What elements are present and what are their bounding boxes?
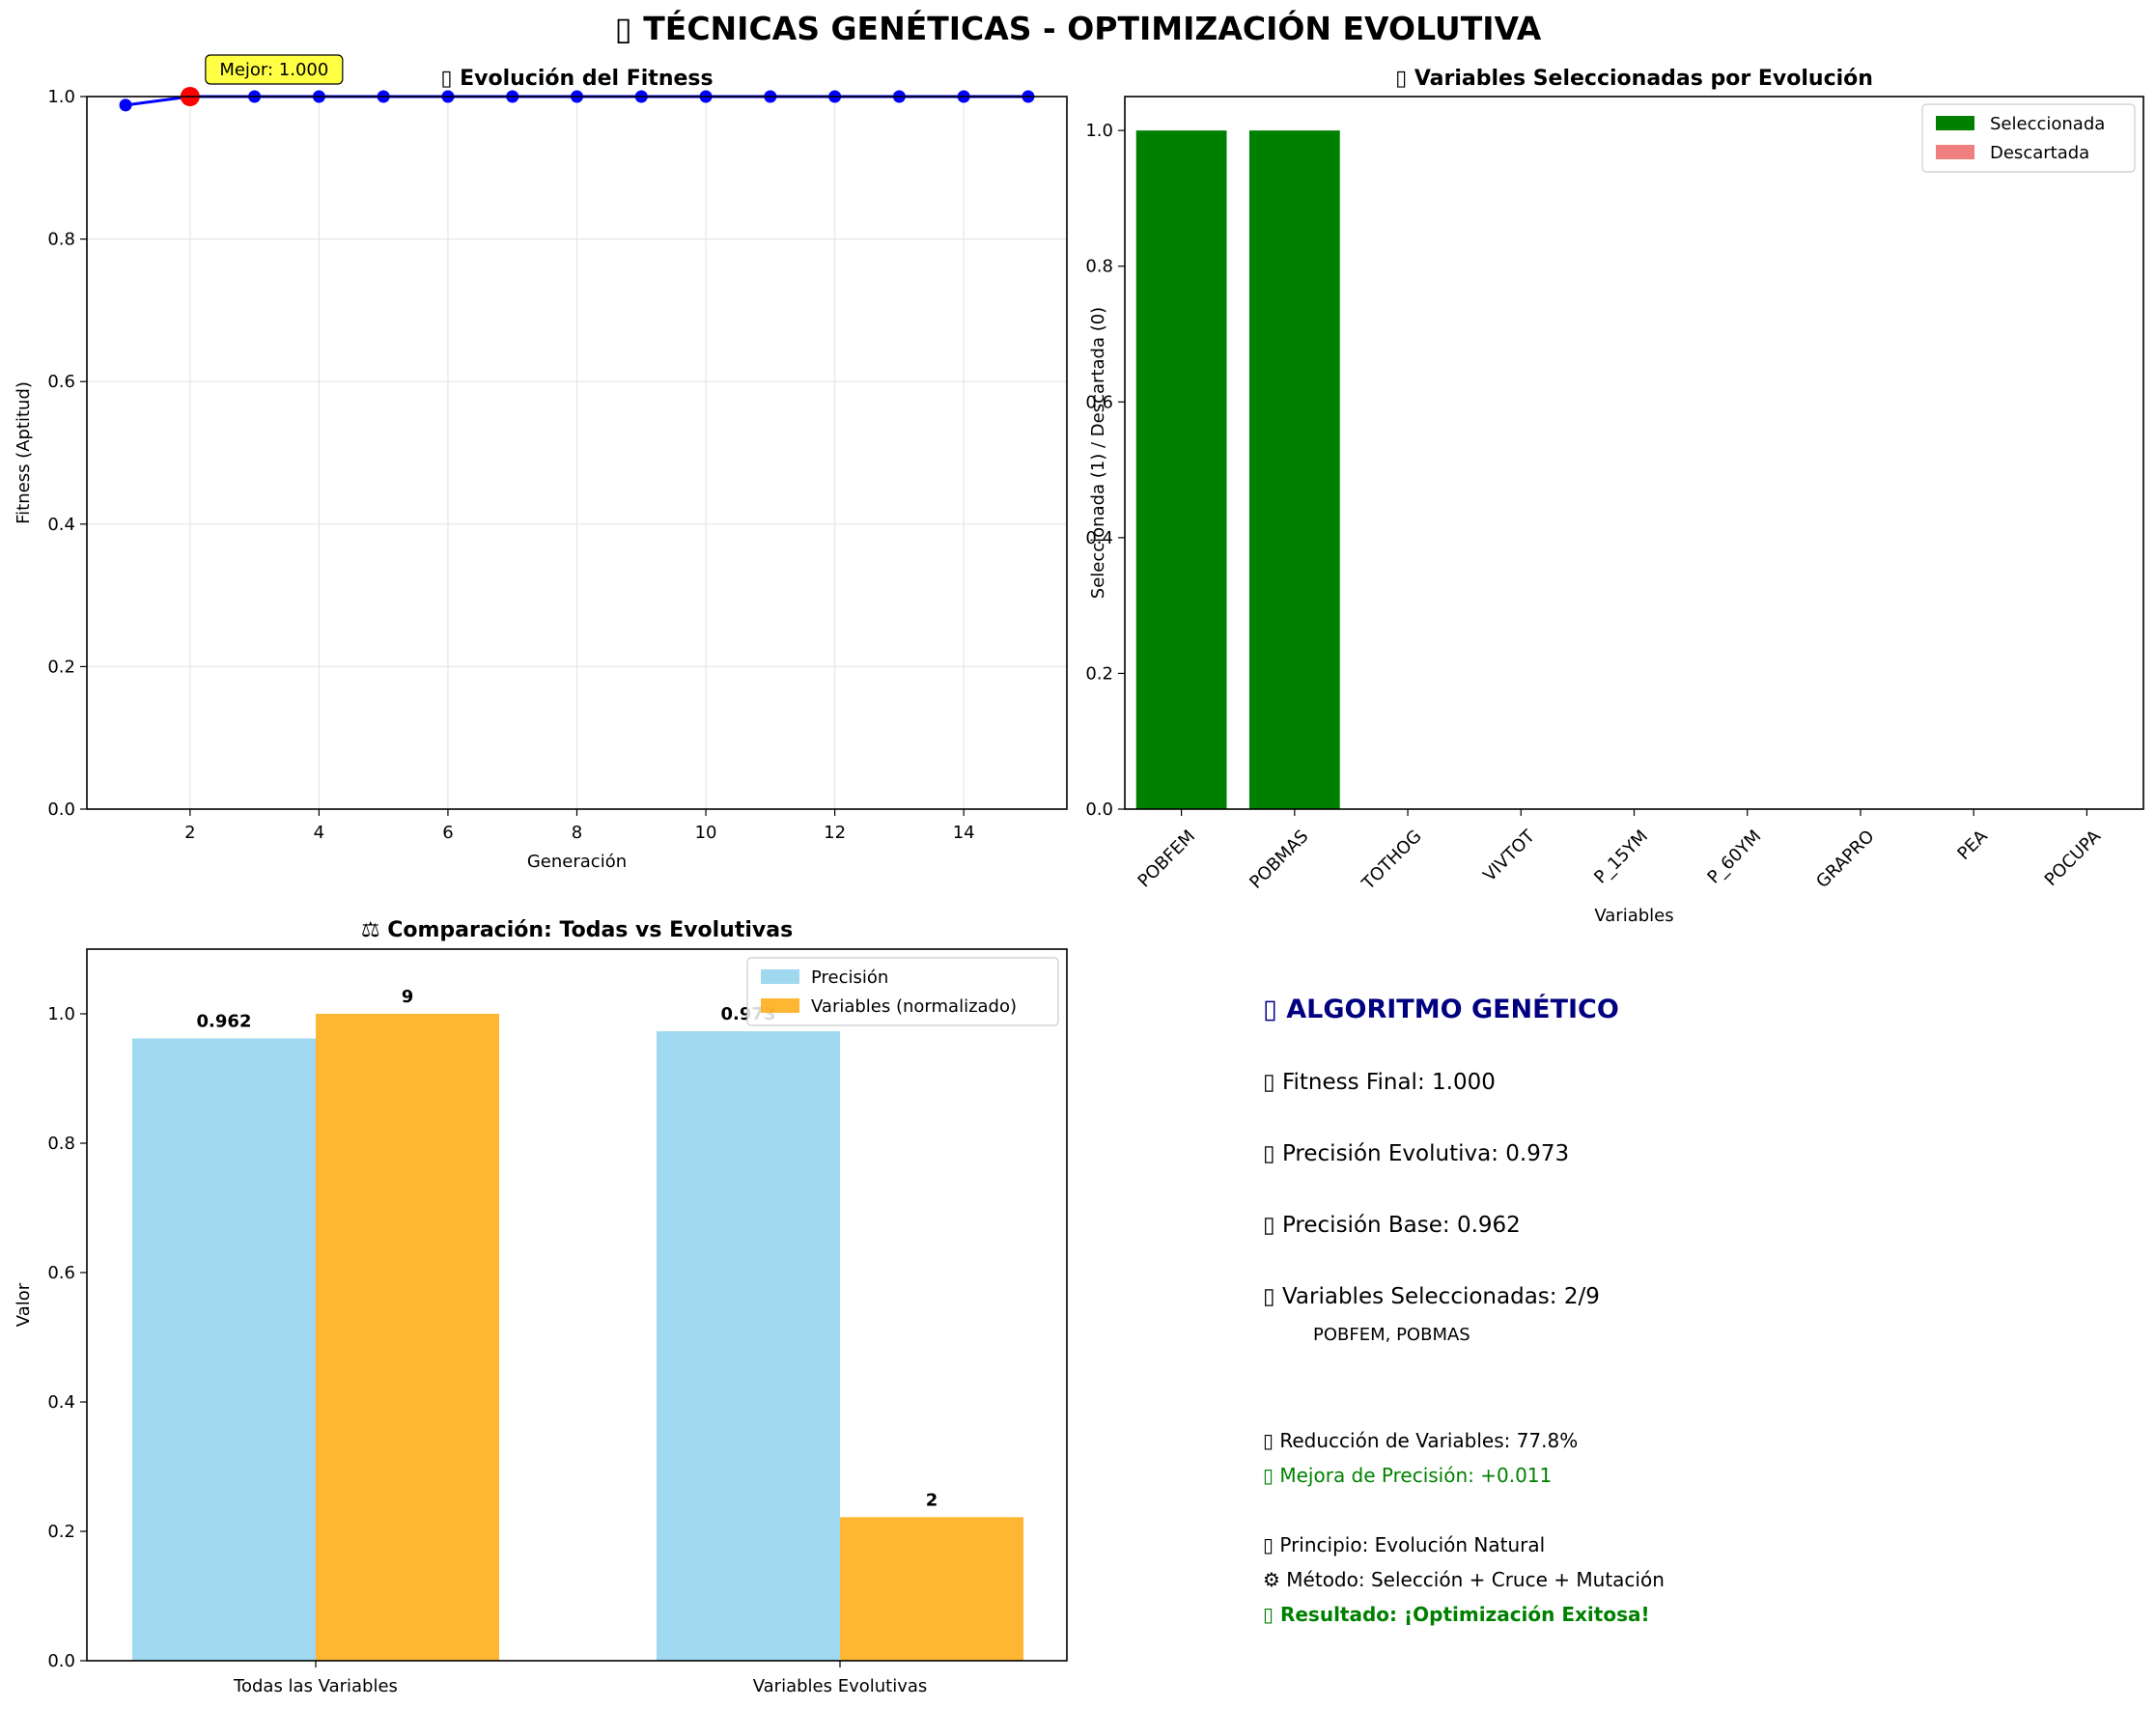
legend-swatch	[761, 998, 799, 1013]
x-tick-label: 12	[824, 823, 846, 843]
info-metodo: ⚙ Método: Selección + Cruce + Mutación	[1263, 1568, 1665, 1591]
x-axis-label: Generación	[527, 852, 627, 872]
y-tick-label: 0.4	[1085, 528, 1113, 548]
plot-frame	[1124, 96, 2144, 810]
y-axis-label: Valor	[14, 1282, 34, 1327]
comparison-bar	[316, 1014, 499, 1661]
comparison-bar	[840, 1517, 1023, 1661]
info-precision-base: ▯ Precisión Base: 0.962	[1263, 1213, 1521, 1238]
legend-box	[746, 957, 1059, 1026]
x-tick-label: GRAPRO	[1812, 826, 1878, 892]
fitness-point	[119, 98, 132, 112]
legend-label: Seleccionada	[1990, 114, 2105, 134]
y-tick-label: 0.6	[47, 372, 75, 392]
y-axis-label: Fitness (Aptitud)	[14, 381, 34, 524]
best-annotation-label: Mejor: 1.000	[219, 60, 328, 80]
x-tick-label: POBMAS	[1246, 826, 1312, 893]
y-axis-label: Seleccionada (1) / Descartada (0)	[1088, 307, 1108, 599]
y-tick-label: 0.0	[47, 1651, 75, 1671]
x-tick-label: 8	[572, 823, 582, 843]
legend-label: Variables (normalizado)	[811, 996, 1017, 1017]
x-tick-label: 4	[314, 823, 324, 843]
x-tick-label: POBFEM	[1134, 826, 1200, 892]
x-tick-label: P_15YM	[1590, 826, 1652, 888]
x-tick-label: VIVTOT	[1479, 826, 1539, 885]
y-tick-label: 0.4	[47, 1392, 75, 1413]
bar-value-label: 2	[926, 1490, 938, 1510]
y-tick-label: 1.0	[47, 87, 75, 107]
y-tick-label: 0.8	[1085, 257, 1113, 277]
x-axis-label: Variables	[1594, 906, 1673, 926]
y-tick-label: 0.8	[47, 1134, 75, 1154]
chart-title: ▯ Variables Seleccionadas por Evolución	[1395, 67, 1873, 91]
y-tick-label: 0.2	[1085, 663, 1113, 684]
comparison-bar	[132, 1038, 316, 1661]
x-tick-label: PEA	[1953, 826, 1992, 864]
best-annotation-box	[205, 54, 344, 85]
x-tick-label: POCUPA	[2041, 826, 2106, 890]
x-tick-label: Variables Evolutivas	[753, 1676, 928, 1696]
x-tick-label: P_60YM	[1703, 826, 1765, 888]
x-tick-label: Todas las Variables	[233, 1676, 398, 1696]
legend-label: Descartada	[1990, 143, 2089, 163]
y-tick-label: 1.0	[1085, 121, 1113, 141]
info-variables-list: POBFEM, POBMAS	[1313, 1325, 1470, 1345]
chart-title: ▯ Evolución del Fitness	[440, 67, 713, 91]
y-tick-label: 0.4	[47, 515, 75, 535]
info-principio: ▯ Principio: Evolución Natural	[1263, 1533, 1546, 1556]
y-tick-label: 1.0	[47, 1004, 75, 1024]
comparison-bar	[657, 1031, 840, 1661]
x-tick-label: 2	[184, 823, 195, 843]
legend-swatch	[761, 969, 799, 984]
info-variables-seleccionadas: ▯ Variables Seleccionadas: 2/9	[1263, 1284, 1600, 1309]
y-tick-label: 0.8	[47, 230, 75, 250]
bar-value-label: 0.962	[197, 1011, 252, 1031]
y-tick-label: 0.6	[47, 1263, 75, 1283]
legend-box	[1921, 103, 2136, 173]
y-tick-label: 0.0	[1085, 799, 1113, 820]
x-tick-label: TOTHOG	[1358, 826, 1426, 895]
bar-value-label: 9	[402, 987, 414, 1007]
plot-frame	[86, 948, 1068, 1662]
info-fitness-final: ▯ Fitness Final: 1.000	[1263, 1070, 1496, 1095]
info-title: ▯ ALGORITMO GENÉTICO	[1263, 995, 1619, 1024]
legend-swatch	[1936, 145, 1974, 159]
x-tick-label: 6	[442, 823, 453, 843]
selection-bar	[1248, 130, 1340, 810]
legend-swatch	[1936, 116, 1974, 130]
y-tick-label: 0.2	[47, 657, 75, 677]
y-tick-label: 0.2	[47, 1522, 75, 1542]
info-precision-evolutiva: ▯ Precisión Evolutiva: 0.973	[1263, 1141, 1570, 1166]
info-reduccion: ▯ Reducción de Variables: 77.8%	[1263, 1429, 1579, 1452]
info-mejora: ▯ Mejora de Precisión: +0.011	[1263, 1464, 1553, 1487]
chart-title: ⚖ Comparación: Todas vs Evolutivas	[361, 918, 793, 942]
page-title: ▯ TÉCNICAS GENÉTICAS - OPTIMIZACIÓN EVOL…	[614, 10, 1542, 47]
legend-label: Precisión	[811, 967, 888, 988]
selection-bar	[1135, 130, 1227, 810]
x-tick-label: 10	[695, 823, 717, 843]
y-tick-label: 0.6	[1085, 392, 1113, 412]
info-resultado: ▯ Resultado: ¡Optimización Exitosa!	[1263, 1603, 1650, 1626]
y-tick-label: 0.0	[47, 799, 75, 820]
x-tick-label: 14	[953, 823, 975, 843]
